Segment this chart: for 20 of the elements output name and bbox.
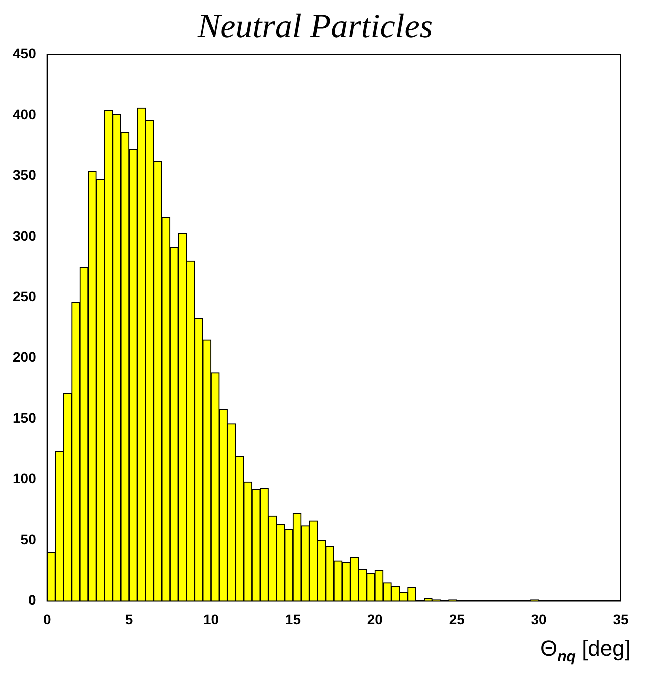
x-axis-title: Θ$_{nq}$ [deg] [540,636,631,666]
y-tick-label: 100 [13,470,37,487]
y-tick-label: 450 [13,46,37,62]
y-tick-label: 0 [28,592,37,608]
y-tick-label: 150 [13,410,37,426]
x-tick-label: 30 [531,611,548,628]
x-tick-label: 5 [125,611,134,628]
y-tick-label: 200 [13,349,37,366]
x-tick-label: 10 [203,611,220,628]
y-tick-label: 50 [20,531,37,548]
y-tick-label: 250 [13,288,37,305]
x-tick-label: 35 [613,611,629,628]
y-tick-label: 300 [13,228,37,244]
x-tick-label: 15 [285,611,302,628]
y-tick-label: 400 [13,106,37,122]
y-tick-label: 350 [13,167,37,184]
x-tick-label: 0 [43,611,52,628]
chart-title: Neutral Particles [196,8,434,46]
x-tick-label: 25 [449,611,466,628]
x-tick-label: 20 [367,611,384,628]
